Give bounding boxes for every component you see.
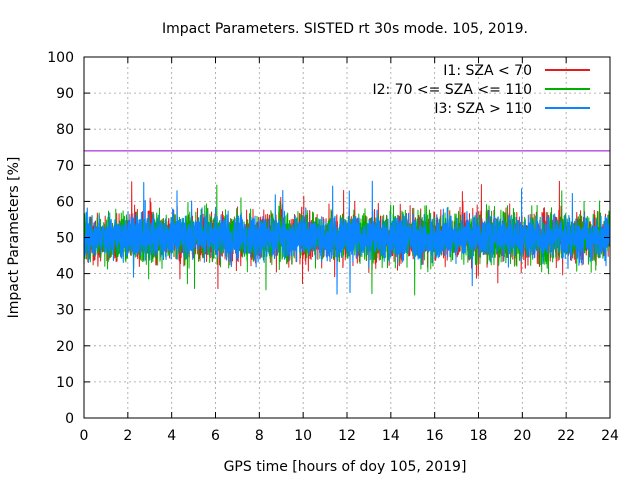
y-tick-label: 30: [56, 303, 74, 319]
x-tick-label: 14: [382, 428, 400, 444]
x-tick-label: 22: [557, 428, 575, 444]
chart-title: Impact Parameters. SISTED rt 30s mode. 1…: [162, 21, 528, 37]
x-tick-label: 16: [426, 428, 444, 444]
x-tick-label: 12: [338, 428, 356, 444]
x-tick-label: 10: [294, 428, 312, 444]
x-axis-label: GPS time [hours of doy 105, 2019]: [224, 459, 467, 475]
legend-label: I1: SZA < 70: [443, 63, 532, 79]
y-tick-label: 60: [56, 194, 74, 210]
x-tick-label: 20: [513, 428, 531, 444]
x-tick-label: 0: [80, 428, 89, 444]
series-layer: [83, 180, 611, 296]
y-tick-label: 50: [56, 231, 74, 247]
x-tick-label: 8: [255, 428, 264, 444]
x-tick-label: 18: [470, 428, 488, 444]
y-tick-label: 0: [65, 411, 74, 427]
y-tick-label: 70: [56, 158, 74, 174]
y-tick-label: 10: [56, 375, 74, 391]
x-tick-label: 4: [167, 428, 176, 444]
y-tick-label: 40: [56, 267, 74, 283]
legend-label: I2: 70 <= SZA <= 110: [372, 82, 532, 98]
y-axis-label: Impact Parameters [%]: [6, 157, 22, 319]
x-tick-label: 24: [601, 428, 619, 444]
y-tick-label: 20: [56, 339, 74, 355]
y-tick-label: 80: [56, 122, 74, 138]
legend-label: I3: SZA > 110: [434, 101, 532, 117]
series-line: [83, 180, 611, 295]
y-tick-label: 100: [47, 50, 74, 66]
x-tick-label: 6: [211, 428, 220, 444]
y-tick-label: 90: [56, 86, 74, 102]
x-tick-label: 2: [123, 428, 132, 444]
legend: I1: SZA < 70 I2: 70 <= SZA <= 110 I3: SZA …: [372, 63, 590, 117]
